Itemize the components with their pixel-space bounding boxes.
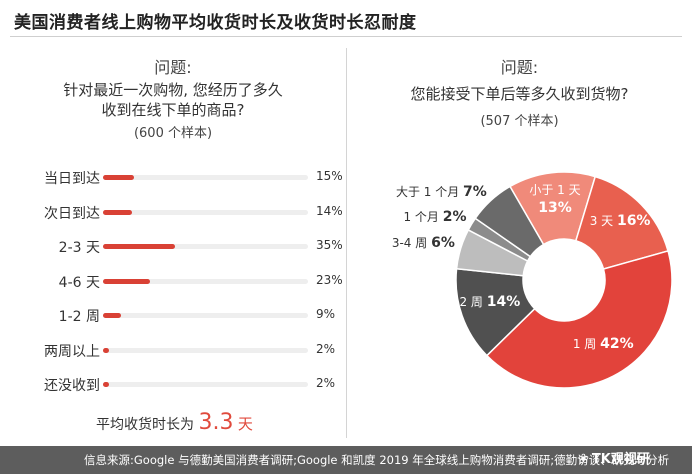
- donut-chart: 小于 1 天 13% 3 天 16% 1 周 42% 2 周 14% 3-4 周 6% 1 …: [392, 171, 673, 389]
- bar-row: 还没收到 2%: [0, 375, 346, 394]
- left-question-line-2: 收到在线下单的商品?: [101, 101, 245, 119]
- bar-value-label: 9%: [316, 307, 336, 321]
- bar-value-label: 2%: [316, 376, 336, 390]
- right-sample-size: (507 个样本): [480, 114, 559, 129]
- bar-row: 次日到达 14%: [0, 203, 346, 222]
- slice-category: 小于 1 天: [529, 183, 580, 197]
- bar: [103, 347, 109, 353]
- slice-category: 1 周: [573, 337, 600, 351]
- right-question-line-1: 您能接受下单后等多久收到货物?: [410, 85, 629, 103]
- bar-category-label: 还没收到: [44, 378, 100, 394]
- bar: [103, 175, 134, 180]
- slice-category: 大于 1 个月: [396, 185, 463, 199]
- brand-logo: ❀ TK观视研: [578, 448, 650, 467]
- bar-track: [103, 244, 308, 249]
- left-question-line-1: 针对最近一次购物, 您经历了多久: [63, 81, 283, 99]
- slice-label: 3 天 16%: [590, 213, 651, 229]
- page-title: 美国消费者线上购物平均收货时长及收货时长忍耐度: [14, 13, 417, 33]
- slice-percent: 42%: [600, 336, 634, 352]
- slice-percent: 2%: [443, 209, 467, 225]
- bar: [103, 278, 151, 284]
- donut-slice: [485, 250, 673, 389]
- slice-label: 2 周 14%: [459, 294, 520, 310]
- left-sample-size: (600 个样本): [133, 126, 213, 141]
- bar-track: [103, 209, 308, 215]
- source-note: 信息来源:Google 与德勤美国消费者调研;Google 和凯度 2019 年…: [84, 453, 670, 467]
- bar-track: [103, 382, 308, 387]
- bar-category-label: 次日到达: [44, 205, 100, 222]
- bar-track: [103, 175, 308, 180]
- bar-value-label: 2%: [316, 341, 336, 356]
- bar-row: 4-6 天 23%: [0, 272, 346, 291]
- average-value: 3.3: [198, 410, 234, 435]
- average-label: 平均收货时长为: [96, 417, 194, 433]
- slice-label: 大于 1 个月 7%: [396, 184, 487, 200]
- bar-row: 两周以上 2%: [0, 341, 346, 360]
- slice-category: 3-4 周: [392, 236, 431, 250]
- donut-slice: [574, 175, 669, 270]
- slice-category: 3 天: [590, 214, 617, 228]
- average-unit: 天: [237, 415, 253, 433]
- slice-category: 1 个月: [403, 210, 442, 224]
- bar-row: 2-3 天 35%: [0, 237, 346, 256]
- bar-value-label: 35%: [316, 238, 343, 252]
- wechat-icon: ❀: [578, 452, 589, 467]
- title-divider: [10, 36, 682, 37]
- bar-category-label: 当日到达: [44, 171, 100, 187]
- slice-percent: 16%: [617, 213, 651, 229]
- slice-label: 小于 1 天 13%: [529, 183, 580, 216]
- bar-track: [103, 278, 308, 284]
- bar: [103, 382, 109, 387]
- slice-category: 2 周: [459, 295, 486, 309]
- bar-row: 1-2 周 9%: [0, 306, 346, 325]
- bar: [103, 313, 122, 318]
- slice-percent: 14%: [487, 294, 521, 310]
- bar-value-label: 14%: [316, 203, 343, 218]
- bar-track: [103, 347, 308, 353]
- bar-row: 当日到达 15%: [0, 168, 346, 187]
- bar: [103, 244, 175, 249]
- footer-bar: 信息来源:Google 与德勤美国消费者调研;Google 和凯度 2019 年…: [0, 446, 692, 474]
- left-question-label: 问题:: [154, 58, 192, 77]
- bar-value-label: 23%: [316, 272, 343, 287]
- slice-label: 3-4 周 6%: [392, 235, 455, 251]
- bar: [103, 209, 132, 215]
- bar-category-label: 4-6 天: [58, 274, 100, 291]
- panel-divider: [346, 48, 347, 438]
- slice-label: 1 周 42%: [573, 336, 634, 352]
- bar-category-label: 1-2 周: [58, 309, 100, 325]
- slice-percent: 6%: [431, 235, 455, 251]
- slice-percent: 7%: [463, 184, 487, 200]
- bar-category-label: 2-3 天: [58, 240, 100, 256]
- bar-value-label: 15%: [316, 169, 343, 183]
- right-question-label: 问题:: [500, 58, 539, 77]
- bar-category-label: 两周以上: [44, 343, 100, 360]
- bar-track: [103, 313, 308, 318]
- slice-label: 1 个月 2%: [403, 209, 466, 225]
- donut-slice: [474, 185, 545, 258]
- brand-name: TK观视研: [591, 452, 650, 467]
- average-summary: 平均收货时长为 3.3 天: [96, 410, 253, 435]
- slice-percent: 13%: [538, 200, 572, 216]
